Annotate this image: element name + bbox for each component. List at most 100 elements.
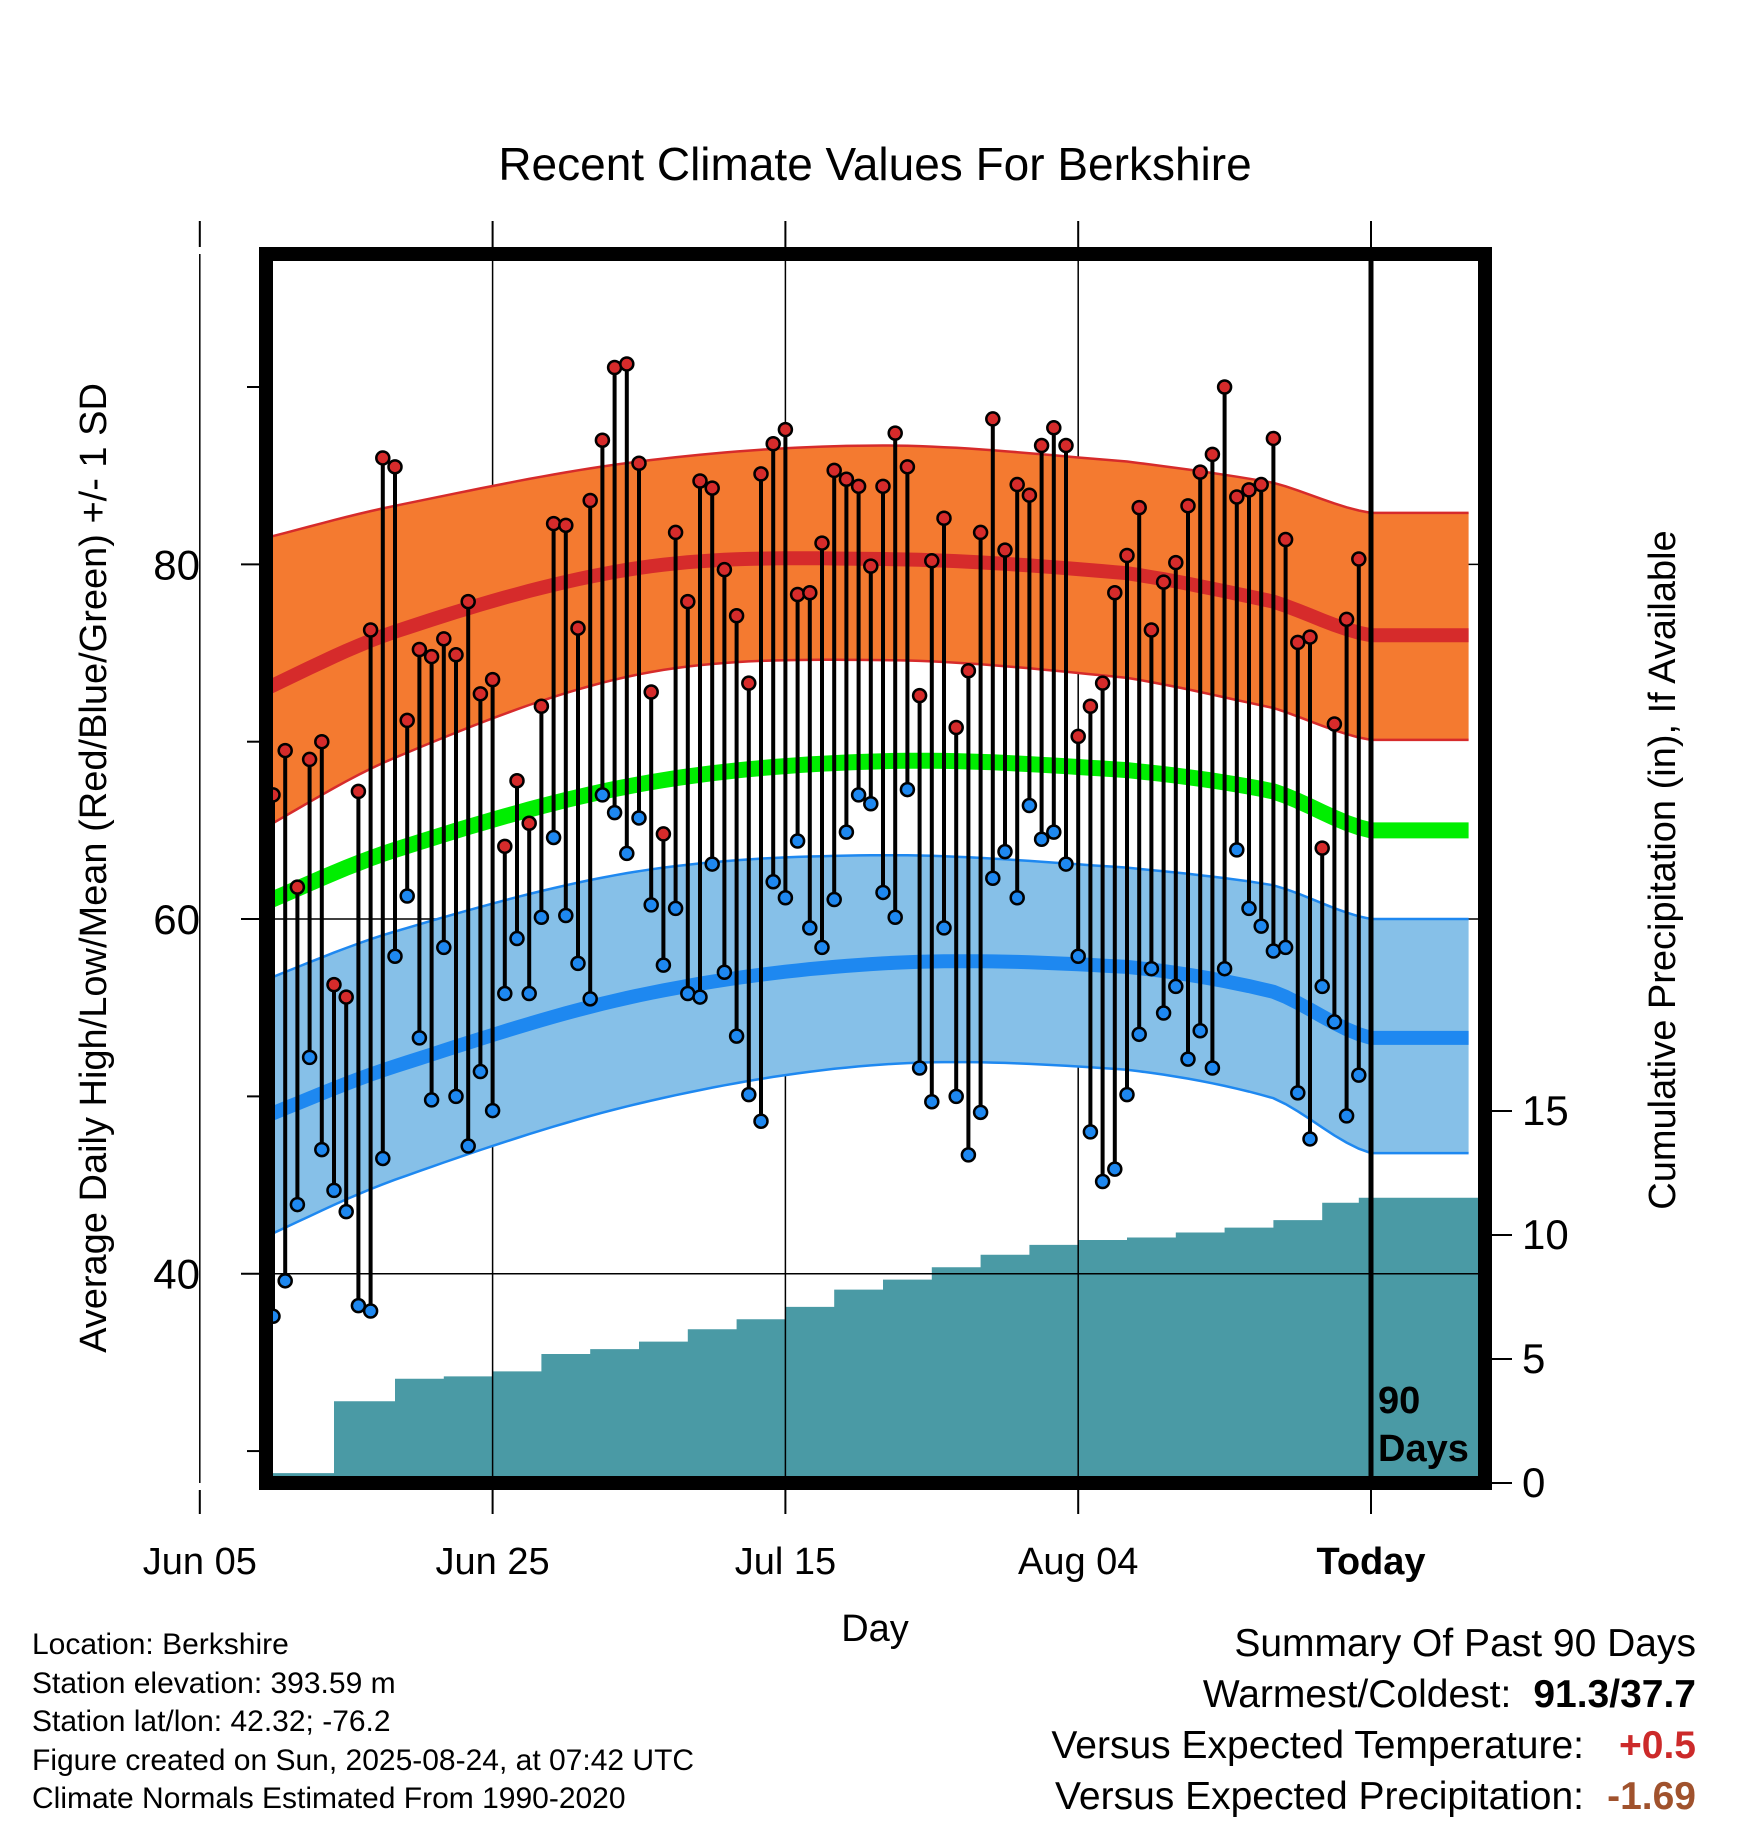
low-point-19 — [497, 985, 513, 1002]
high-point-45 — [814, 535, 830, 551]
low-point-36 — [704, 856, 720, 872]
high-point-18 — [484, 671, 501, 688]
low-point-4 — [314, 1141, 330, 1158]
x-axis-label: Day — [841, 1608, 909, 1650]
location-text: Location: Berkshire — [32, 1628, 289, 1661]
high-point-71 — [1131, 499, 1147, 516]
low-point-20 — [509, 930, 525, 947]
summary-panel: Summary Of Past 90 Days Warmest/Coldest:… — [1051, 1618, 1696, 1822]
high-point-47 — [838, 471, 855, 487]
low-point-44 — [802, 920, 818, 936]
low-point-29 — [619, 845, 635, 862]
high-minus-sd-line — [266, 658, 1469, 829]
y2-tick-label-5: 5 — [1522, 1335, 1545, 1382]
precip-label: Versus Expected Precipitation: — [1055, 1775, 1584, 1818]
low-point-59 — [985, 870, 1001, 887]
warm-value: 91.3/37.7 — [1533, 1673, 1696, 1716]
high-point-13 — [423, 648, 440, 665]
y-axis-label: Average Daily High/Low/Mean (Red/Blue/Gr… — [73, 383, 115, 1353]
low-point-21 — [521, 985, 537, 1002]
low-point-73 — [1155, 1005, 1172, 1021]
low-point-24 — [558, 907, 574, 924]
low-point-54 — [924, 1093, 940, 1110]
high-point-89 — [1351, 551, 1367, 567]
low-point-74 — [1168, 978, 1184, 995]
low-point-51 — [887, 909, 903, 926]
y2-tick-label-15: 15 — [1522, 1087, 1569, 1134]
high-point-84 — [1290, 634, 1306, 651]
low-point-10 — [387, 948, 403, 965]
high-point-24 — [558, 517, 574, 534]
low-point-41 — [765, 874, 781, 890]
high-point-10 — [387, 459, 403, 475]
low-point-17 — [472, 1063, 489, 1080]
x-tick-label-4: Today — [1316, 1541, 1425, 1583]
high-point-80 — [1241, 482, 1257, 498]
high-point-33 — [667, 524, 684, 541]
low-point-88 — [1338, 1108, 1355, 1124]
low-point-14 — [436, 939, 452, 956]
low-point-64 — [1046, 824, 1062, 840]
high-point-60 — [997, 542, 1013, 558]
normals-text: Climate Normals Estimated From 1990-2020 — [32, 1782, 626, 1815]
high-point-17 — [472, 686, 489, 702]
low-point-8 — [362, 1303, 379, 1319]
days-marker-label-0: 90 — [1378, 1380, 1420, 1422]
summary-warm-row: Warmest/Coldest: 91.3/37.7 — [1051, 1669, 1696, 1720]
low-point-79 — [1229, 842, 1245, 858]
precip-value: -1.69 — [1607, 1775, 1696, 1818]
low-point-1 — [277, 1273, 293, 1289]
high-point-19 — [497, 838, 513, 855]
high-point-62 — [1021, 487, 1038, 503]
low-point-48 — [850, 787, 867, 803]
high-point-77 — [1204, 446, 1221, 463]
high-point-82 — [1265, 430, 1282, 447]
low-point-71 — [1131, 1026, 1147, 1043]
high-point-81 — [1253, 476, 1269, 493]
high-point-55 — [936, 510, 952, 526]
high-point-73 — [1155, 574, 1172, 590]
high-point-9 — [375, 450, 391, 466]
low-point-27 — [594, 787, 611, 803]
low-point-49 — [863, 796, 879, 812]
low-plus-sd-line — [266, 853, 1469, 981]
low-point-16 — [460, 1138, 476, 1154]
low-point-46 — [826, 891, 842, 908]
high-point-75 — [1180, 498, 1196, 514]
low-point-83 — [1277, 939, 1294, 956]
y2-tick-label-0: 0 — [1522, 1459, 1545, 1506]
high-point-12 — [411, 641, 428, 658]
low-point-57 — [960, 1147, 977, 1163]
high-point-69 — [1107, 584, 1123, 601]
low-point-56 — [948, 1088, 964, 1105]
low-point-2 — [289, 1196, 306, 1213]
low-point-52 — [899, 781, 916, 798]
high-point-7 — [350, 783, 367, 800]
low-point-78 — [1216, 960, 1233, 977]
high-point-8 — [362, 622, 379, 638]
low-point-3 — [301, 1049, 318, 1066]
x-tick-label-3: Aug 04 — [1018, 1541, 1138, 1583]
high-point-70 — [1119, 547, 1135, 564]
low-point-81 — [1253, 918, 1269, 934]
latlon-text: Station lat/lon: 42.32; -76.2 — [32, 1705, 391, 1738]
low-point-23 — [545, 829, 562, 846]
high-point-29 — [619, 356, 635, 372]
created-text: Figure created on Sun, 2025-08-24, at 07… — [32, 1743, 695, 1777]
high-point-40 — [753, 466, 769, 482]
high-point-4 — [314, 733, 330, 750]
low-point-6 — [338, 1203, 354, 1220]
warm-label: Warmest/Coldest: — [1202, 1673, 1512, 1716]
high-plus-sd-line — [266, 444, 1469, 540]
high-point-14 — [436, 631, 452, 647]
high-point-27 — [594, 432, 611, 448]
low-point-33 — [667, 900, 684, 917]
low-point-70 — [1119, 1086, 1135, 1103]
mean-high-line — [266, 551, 1469, 697]
high-point-76 — [1192, 464, 1208, 480]
low-point-38 — [728, 1028, 745, 1044]
high-point-68 — [1094, 675, 1111, 691]
plot-frame — [259, 247, 1492, 1490]
high-point-66 — [1070, 728, 1086, 745]
